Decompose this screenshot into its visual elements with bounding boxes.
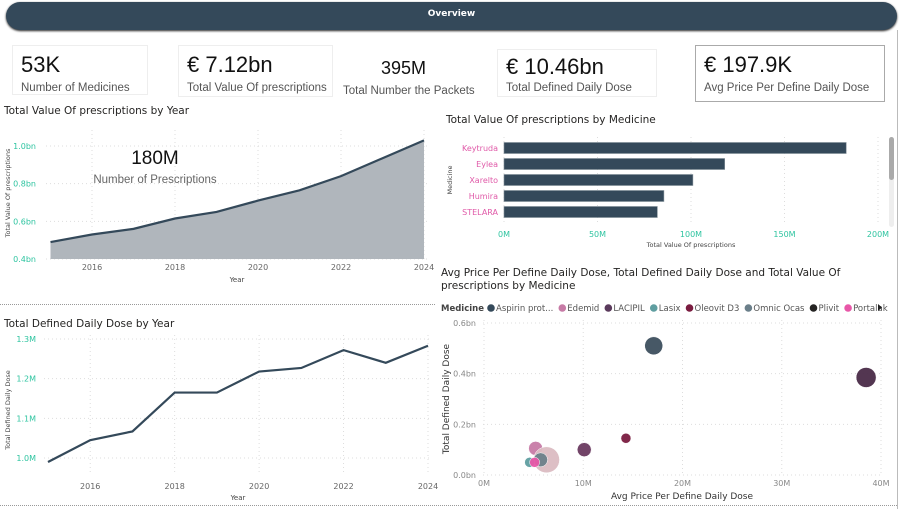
banner-title: Overview: [427, 9, 476, 19]
line-chart-title: Total Defined Daily Dose by Year: [4, 318, 175, 330]
x-tick-label: 2018: [165, 263, 185, 272]
bar-chart-title: Total Value Of prescriptions by Medicine: [446, 114, 656, 126]
kpi-card-packets: 395M Total Number the Packets: [340, 50, 475, 102]
kpi-value: € 197.9K: [704, 52, 793, 77]
area-fill: [50, 140, 424, 259]
kpi-value: € 10.46bn: [506, 54, 604, 79]
x-tick-label: 2024: [414, 263, 434, 272]
kpi-label: Number of Medicines: [21, 82, 130, 94]
divider: [0, 505, 897, 506]
x-tick-label: 2020: [248, 263, 268, 272]
y-tick-label: 0.6bn: [13, 217, 36, 226]
y-axis-title: Total Value Of prescriptions: [4, 148, 12, 238]
kpi-value: 395M: [381, 58, 427, 78]
scrollbar-thumb[interactable]: [889, 137, 894, 180]
kpi-value: € 7.12bn: [187, 52, 273, 77]
scatter-chart-title: Avg Price Per Define Daily Dose, Total D…: [441, 267, 841, 292]
kpi-label: Avg Price Per Define Daily Dose: [704, 82, 870, 94]
x-tick-label: 2016: [82, 263, 102, 272]
kpi-label: Total Defined Daily Dose: [506, 82, 632, 94]
area-line: [50, 139, 425, 244]
kpi-value: 53K: [21, 52, 61, 77]
kpi-label: Total Number the Packets: [343, 85, 475, 97]
x-axis-title: Year: [229, 276, 245, 284]
divider: [0, 304, 435, 305]
prescriptions-kpi-value: 180M: [131, 148, 179, 169]
kpi-label: Total Value Of prescriptions: [187, 82, 327, 94]
y-tick-label: 0.4bn: [13, 255, 36, 264]
kpi-card-total-value: € 7.12bn Total Value Of prescriptions: [178, 45, 333, 97]
x-tick-label: 2022: [331, 263, 351, 272]
bar-chart-scrollbar[interactable]: [889, 137, 894, 227]
area-chart-title: Total Value Of prescriptions by Year: [4, 105, 190, 117]
overview-banner[interactable]: Overview: [6, 2, 897, 30]
page-edge: [897, 30, 898, 509]
y-tick-label: 1.0bn: [13, 142, 36, 151]
prescriptions-kpi-label: Number of Prescriptions: [93, 174, 217, 186]
kpi-card-avg-price: € 197.9K Avg Price Per Define Daily Dose: [695, 45, 885, 102]
kpi-card-ddd: € 10.46bn Total Defined Daily Dose: [497, 49, 657, 97]
kpi-card-medicines: 53K Number of Medicines: [12, 45, 148, 95]
y-tick-label: 0.8bn: [13, 180, 36, 189]
